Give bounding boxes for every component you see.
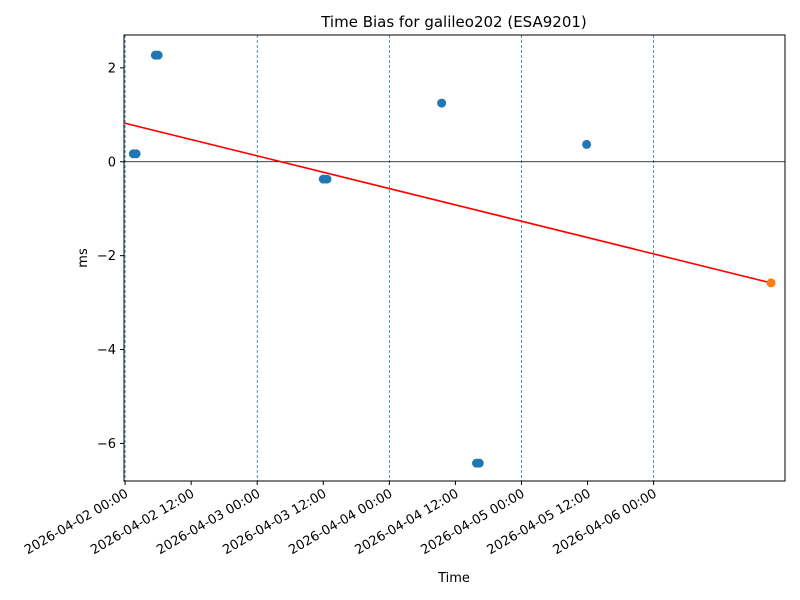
prediction-point bbox=[766, 278, 776, 288]
data-point bbox=[322, 174, 332, 184]
y-tick-label: 2 bbox=[108, 61, 116, 76]
y-tick-label: −4 bbox=[97, 343, 116, 358]
data-point bbox=[474, 458, 484, 468]
chart-title: Time Bias for galileo202 (ESA9201) bbox=[320, 13, 587, 31]
trend-line bbox=[124, 122, 772, 284]
y-tick-label: −6 bbox=[97, 437, 116, 452]
y-axis: 2 0 −2 −4 −6 bbox=[97, 61, 124, 452]
x-axis-label: Time bbox=[437, 571, 470, 586]
y-axis-label: ms bbox=[76, 248, 91, 268]
y-tick-label: −2 bbox=[97, 249, 116, 264]
data-point bbox=[131, 149, 141, 159]
y-tick-label: 0 bbox=[108, 155, 116, 170]
x-tick-label: 2026-04-02 00:00 bbox=[22, 486, 131, 558]
plot-frame bbox=[123, 34, 786, 482]
plot-area bbox=[124, 35, 785, 481]
data-point bbox=[437, 98, 447, 108]
data-point bbox=[582, 139, 592, 149]
data-point bbox=[153, 50, 163, 60]
